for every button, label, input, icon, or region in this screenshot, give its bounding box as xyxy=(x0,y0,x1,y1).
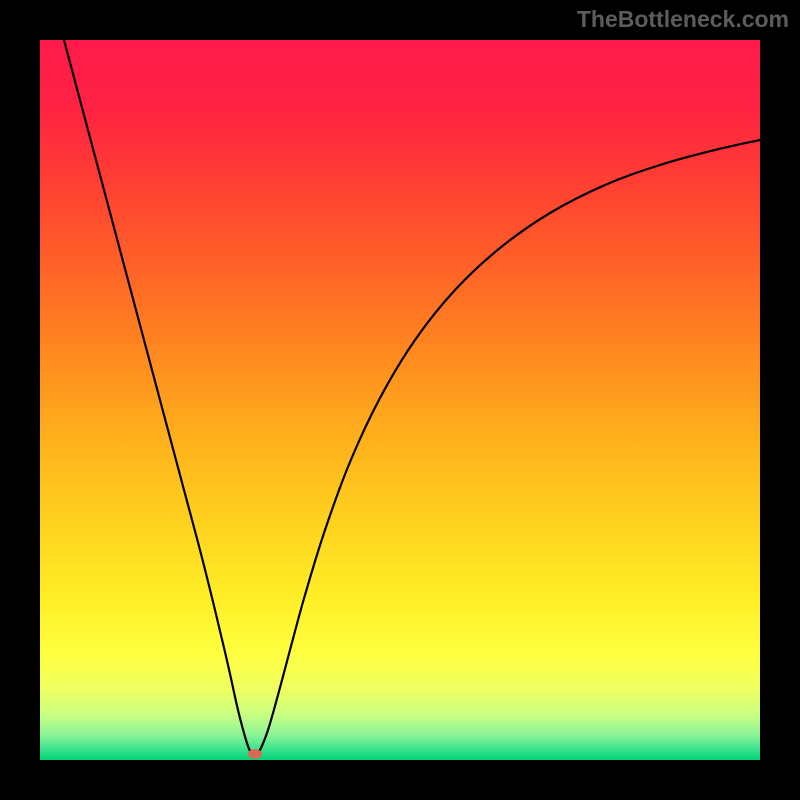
watermark-text: TheBottleneck.com xyxy=(577,6,789,33)
plot-background xyxy=(40,40,760,760)
optimum-marker xyxy=(248,749,262,759)
chart-stage: TheBottleneck.com xyxy=(0,0,800,800)
bottleneck-chart xyxy=(0,0,800,800)
